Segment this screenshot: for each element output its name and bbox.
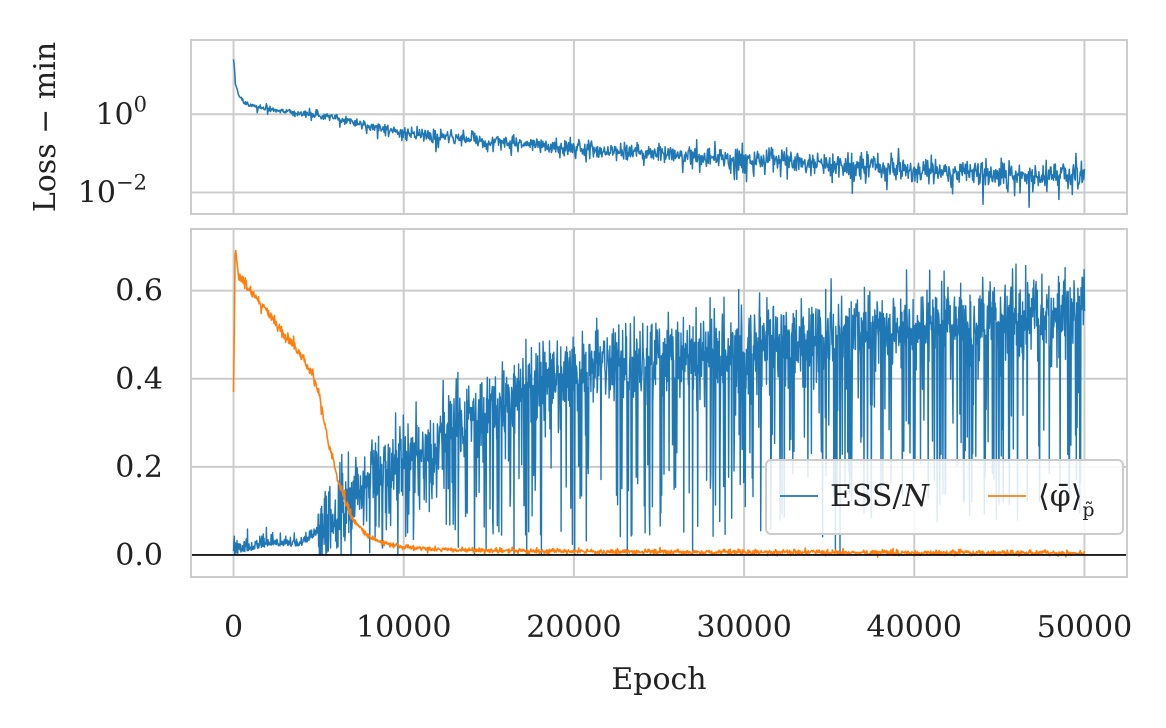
loss-panel-frame bbox=[190, 39, 1128, 215]
ess-ytick-label: 0.2 bbox=[115, 450, 163, 485]
ess-ytick-label: 0.6 bbox=[115, 274, 163, 309]
legend-box bbox=[765, 459, 1124, 535]
x-tick-label: 10000 bbox=[356, 610, 451, 645]
ess-panel-frame bbox=[190, 228, 1128, 578]
ess-series-line bbox=[232, 263, 1086, 556]
loss-panel-yticks: 100 10−2 bbox=[78, 92, 147, 210]
x-tick-label: 30000 bbox=[696, 610, 791, 645]
x-tick-label: 50000 bbox=[1037, 610, 1132, 645]
loss-panel-lines bbox=[232, 59, 1086, 208]
ess-panel-xticks: 0 10000 20000 30000 40000 50000 bbox=[224, 610, 1132, 645]
legend-label-phi: ⟨φ̄⟩p̃ bbox=[1038, 479, 1095, 521]
loss-panel-ylabel: Loss − min bbox=[28, 42, 63, 212]
loss-panel: 100 10−2 Loss − min bbox=[28, 39, 1128, 215]
ess-panel: 0.00.20.40.6 0 10000 20000 30000 40000 50000 … bbox=[115, 228, 1132, 697]
loss-ytick-label: 10−2 bbox=[78, 170, 147, 210]
ess-ytick-label: 0.4 bbox=[115, 362, 163, 397]
loss-ytick-label: 100 bbox=[95, 92, 147, 132]
x-axis-label: Epoch bbox=[611, 662, 706, 697]
x-tick-label: 20000 bbox=[526, 610, 621, 645]
ess-ytick-label: 0.0 bbox=[115, 538, 163, 573]
x-tick-label: 40000 bbox=[867, 610, 962, 645]
ess-panel-yticks: 0.0 0.2 0.4 0.6 bbox=[115, 274, 163, 573]
legend: ESS/N ⟨φ̄⟩p̃ bbox=[765, 459, 1124, 535]
loss-series-line bbox=[232, 59, 1086, 208]
x-tick-label: 0 bbox=[224, 610, 243, 645]
loss-panel-grid bbox=[191, 40, 1127, 214]
legend-label-ess: ESS/N bbox=[830, 479, 931, 514]
